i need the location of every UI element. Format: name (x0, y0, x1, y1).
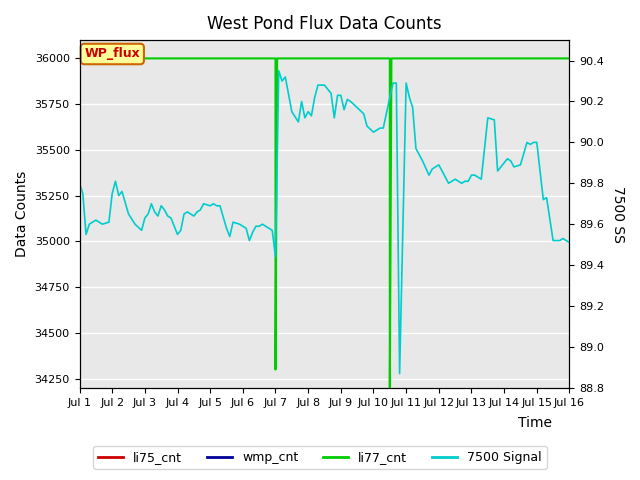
Y-axis label: Data Counts: Data Counts (15, 171, 29, 257)
X-axis label: Time: Time (518, 416, 552, 430)
Legend: li75_cnt, wmp_cnt, li77_cnt, 7500 Signal: li75_cnt, wmp_cnt, li77_cnt, 7500 Signal (93, 446, 547, 469)
Y-axis label: 7500 SS: 7500 SS (611, 186, 625, 242)
Title: West Pond Flux Data Counts: West Pond Flux Data Counts (207, 15, 442, 33)
Text: WP_flux: WP_flux (84, 48, 140, 60)
